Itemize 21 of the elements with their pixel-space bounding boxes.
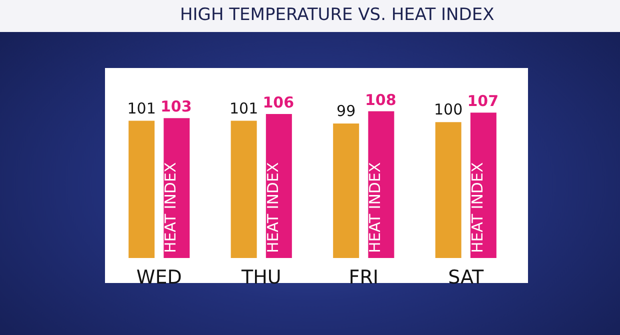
x-tick-label: WED <box>136 266 182 288</box>
data-label: 106 <box>262 94 294 112</box>
text: HEAT INDEX <box>264 162 282 253</box>
bar <box>230 120 257 258</box>
text: HEAT INDEX <box>366 162 384 253</box>
x-tick-label: SAT <box>448 266 484 288</box>
text: HEAT INDEX <box>468 162 486 253</box>
data-label: 101 <box>230 99 258 118</box>
data-label: 99 <box>336 102 356 120</box>
bar <box>435 122 462 258</box>
data-label: 108 <box>364 90 396 109</box>
bar <box>333 124 360 258</box>
bar <box>128 120 155 258</box>
data-label: 103 <box>160 98 192 116</box>
x-tick-label: FRI <box>348 266 378 288</box>
x-tick-label: THU <box>240 266 282 288</box>
data-label: 100 <box>434 100 463 119</box>
chart-title: HIGH TEMPERATURE VS. HEAT INDEX <box>180 5 494 25</box>
series-label: HEAT INDEX <box>162 162 180 253</box>
data-label: 101 <box>127 99 156 118</box>
data-label: 107 <box>467 92 499 110</box>
